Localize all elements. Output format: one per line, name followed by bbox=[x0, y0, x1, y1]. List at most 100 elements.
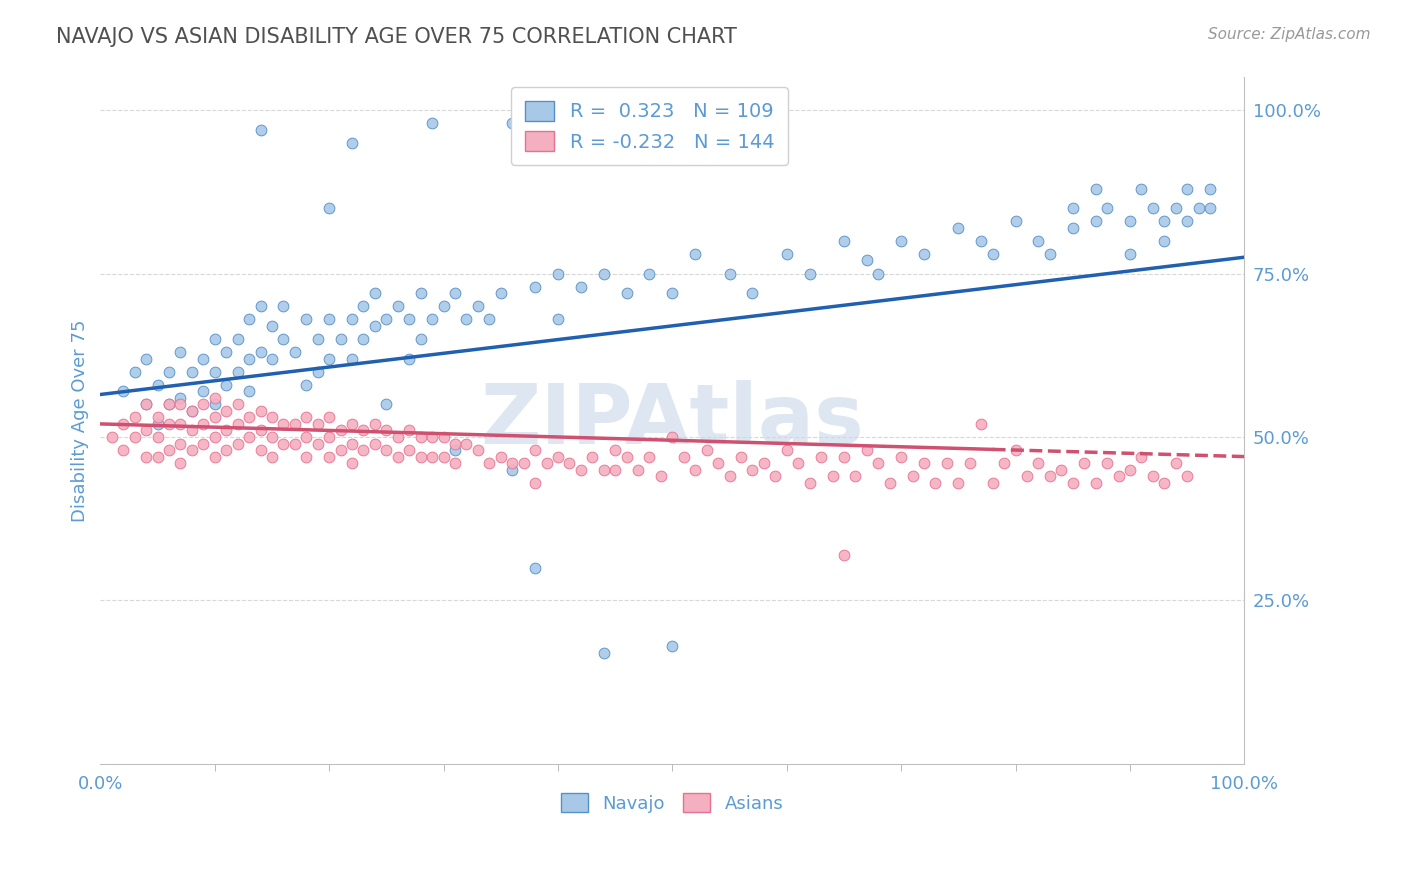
Point bbox=[409, 332, 432, 346]
Point bbox=[215, 345, 238, 359]
Point bbox=[329, 443, 352, 458]
Point bbox=[547, 312, 569, 326]
Point bbox=[204, 430, 226, 444]
Point bbox=[215, 443, 238, 458]
Point bbox=[398, 312, 420, 326]
Point bbox=[295, 312, 318, 326]
Point bbox=[456, 436, 478, 450]
Point bbox=[1119, 463, 1142, 477]
Point bbox=[432, 299, 454, 313]
Point bbox=[101, 430, 124, 444]
Point bbox=[981, 475, 1004, 490]
Point bbox=[204, 391, 226, 405]
Point bbox=[1119, 214, 1142, 228]
Point bbox=[226, 397, 249, 411]
Point bbox=[124, 365, 146, 379]
Text: NAVAJO VS ASIAN DISABILITY AGE OVER 75 CORRELATION CHART: NAVAJO VS ASIAN DISABILITY AGE OVER 75 C… bbox=[56, 27, 737, 46]
Point bbox=[409, 286, 432, 301]
Point bbox=[146, 450, 169, 464]
Point bbox=[249, 443, 271, 458]
Point bbox=[340, 417, 363, 431]
Point bbox=[1062, 220, 1084, 235]
Point bbox=[672, 450, 695, 464]
Point bbox=[683, 247, 706, 261]
Point bbox=[970, 234, 993, 248]
Point bbox=[901, 469, 924, 483]
Point bbox=[364, 436, 387, 450]
Point bbox=[364, 318, 387, 333]
Point bbox=[569, 463, 592, 477]
Point bbox=[180, 365, 202, 379]
Point bbox=[810, 450, 832, 464]
Point bbox=[238, 430, 260, 444]
Point bbox=[364, 417, 387, 431]
Point bbox=[398, 424, 420, 438]
Point bbox=[524, 560, 547, 574]
Point bbox=[249, 404, 271, 418]
Point bbox=[112, 417, 135, 431]
Point bbox=[524, 475, 547, 490]
Point bbox=[868, 267, 890, 281]
Point bbox=[169, 397, 191, 411]
Point bbox=[1199, 181, 1222, 195]
Point bbox=[249, 122, 271, 136]
Point bbox=[420, 116, 443, 130]
Point bbox=[661, 286, 683, 301]
Point bbox=[741, 286, 763, 301]
Point bbox=[489, 450, 512, 464]
Point bbox=[1028, 234, 1050, 248]
Point bbox=[661, 430, 683, 444]
Point bbox=[295, 377, 318, 392]
Point bbox=[868, 456, 890, 470]
Point bbox=[180, 404, 202, 418]
Point bbox=[238, 410, 260, 425]
Point bbox=[226, 417, 249, 431]
Point bbox=[1175, 469, 1198, 483]
Point bbox=[318, 450, 340, 464]
Point bbox=[387, 299, 409, 313]
Point bbox=[226, 436, 249, 450]
Point bbox=[249, 345, 271, 359]
Point bbox=[832, 450, 855, 464]
Point bbox=[273, 332, 295, 346]
Point bbox=[238, 384, 260, 399]
Point bbox=[340, 456, 363, 470]
Point bbox=[799, 475, 821, 490]
Point bbox=[375, 312, 398, 326]
Point bbox=[284, 345, 307, 359]
Point bbox=[605, 443, 627, 458]
Point bbox=[935, 456, 957, 470]
Point bbox=[226, 332, 249, 346]
Point bbox=[924, 475, 946, 490]
Point bbox=[959, 456, 981, 470]
Point bbox=[730, 450, 752, 464]
Point bbox=[981, 247, 1004, 261]
Point bbox=[763, 469, 786, 483]
Point bbox=[970, 417, 993, 431]
Point bbox=[193, 417, 215, 431]
Point bbox=[948, 475, 970, 490]
Point bbox=[832, 234, 855, 248]
Point bbox=[444, 436, 467, 450]
Text: Source: ZipAtlas.com: Source: ZipAtlas.com bbox=[1208, 27, 1371, 42]
Point bbox=[524, 279, 547, 293]
Point bbox=[307, 417, 329, 431]
Point bbox=[307, 365, 329, 379]
Point bbox=[432, 430, 454, 444]
Point bbox=[890, 450, 912, 464]
Point bbox=[799, 267, 821, 281]
Point bbox=[661, 639, 683, 653]
Point bbox=[547, 450, 569, 464]
Point bbox=[592, 267, 614, 281]
Point bbox=[432, 450, 454, 464]
Point bbox=[284, 417, 307, 431]
Point bbox=[193, 436, 215, 450]
Point bbox=[180, 404, 202, 418]
Point bbox=[1153, 475, 1175, 490]
Point bbox=[890, 234, 912, 248]
Point bbox=[169, 456, 191, 470]
Point bbox=[776, 443, 799, 458]
Point bbox=[524, 443, 547, 458]
Point bbox=[409, 430, 432, 444]
Point bbox=[478, 312, 501, 326]
